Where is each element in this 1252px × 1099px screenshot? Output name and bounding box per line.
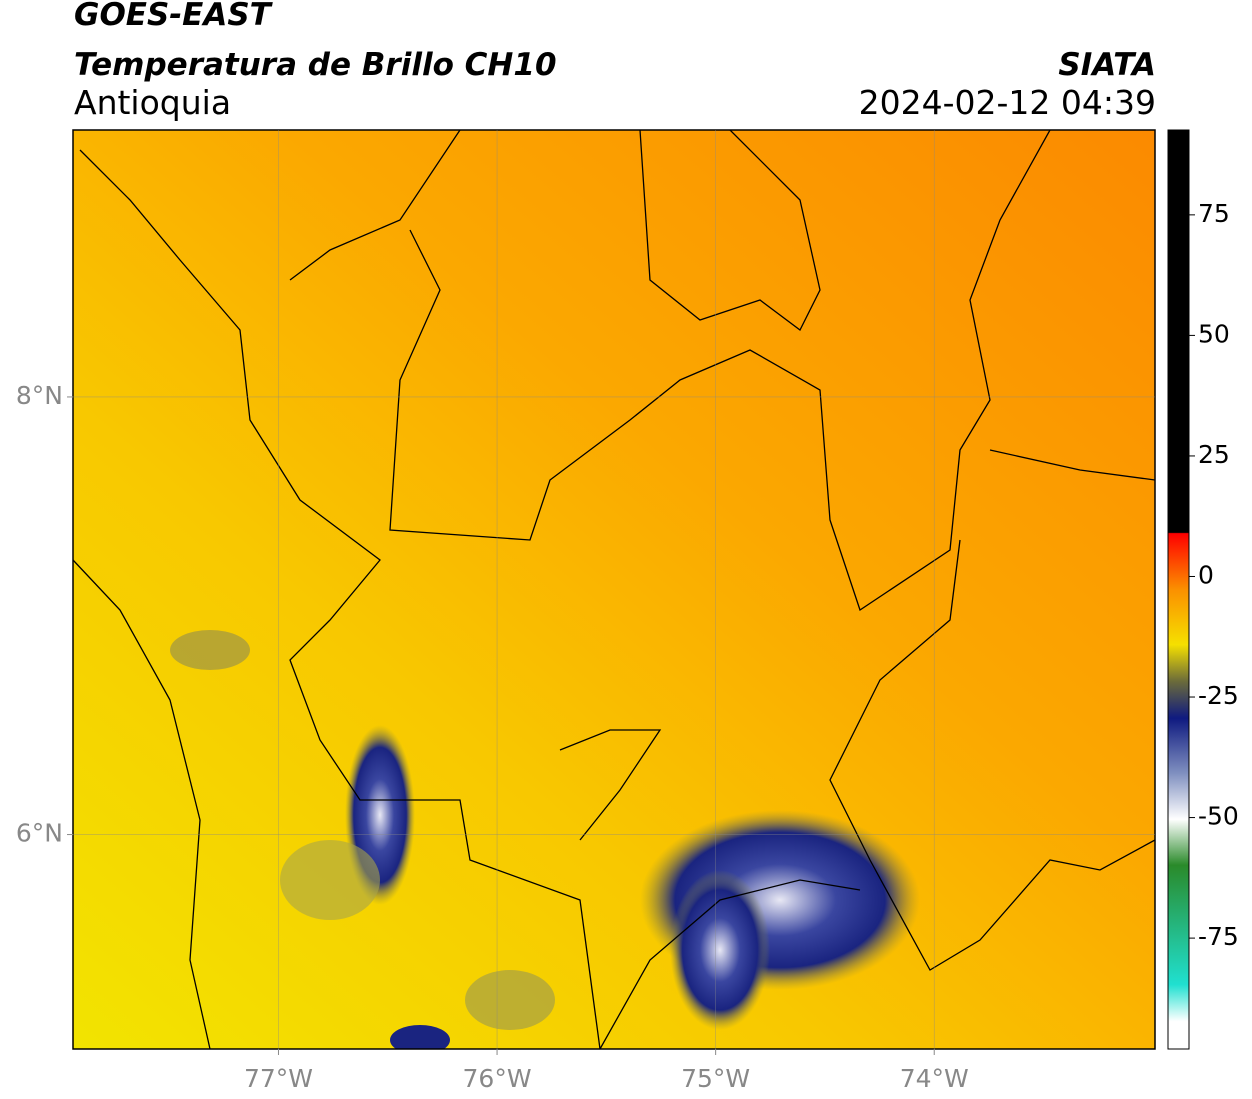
source: SIATA	[1058, 47, 1156, 83]
y-tick-label: 6°N	[16, 819, 63, 848]
x-tick-label: 75°W	[681, 1064, 750, 1093]
title: GOES-EAST	[74, 0, 271, 33]
colorbar-tick-label: -75	[1198, 922, 1239, 951]
map-frame	[72, 129, 1156, 1050]
x-tick-label: 76°W	[463, 1064, 532, 1093]
subtitle: Temperatura de Brillo CH10	[74, 47, 557, 83]
timestamp: 2024-02-12 04:39	[858, 83, 1156, 122]
colorbar-tick-label: -50	[1198, 802, 1239, 831]
x-tick-label: 77°W	[244, 1064, 313, 1093]
colorbar-tick-label: -25	[1198, 681, 1239, 710]
colorbar-tick-label: 50	[1198, 319, 1230, 348]
colorbar-tick-label: 75	[1198, 199, 1230, 228]
x-tick-label: 74°W	[900, 1064, 969, 1093]
colorbar-tick-label: 25	[1198, 440, 1230, 469]
y-tick-label: 8°N	[16, 381, 63, 410]
region: Antioquia	[74, 83, 232, 122]
colorbar-tick-label: 0	[1198, 560, 1214, 589]
colorbar	[1167, 129, 1190, 1050]
map-image	[73, 130, 1155, 1049]
